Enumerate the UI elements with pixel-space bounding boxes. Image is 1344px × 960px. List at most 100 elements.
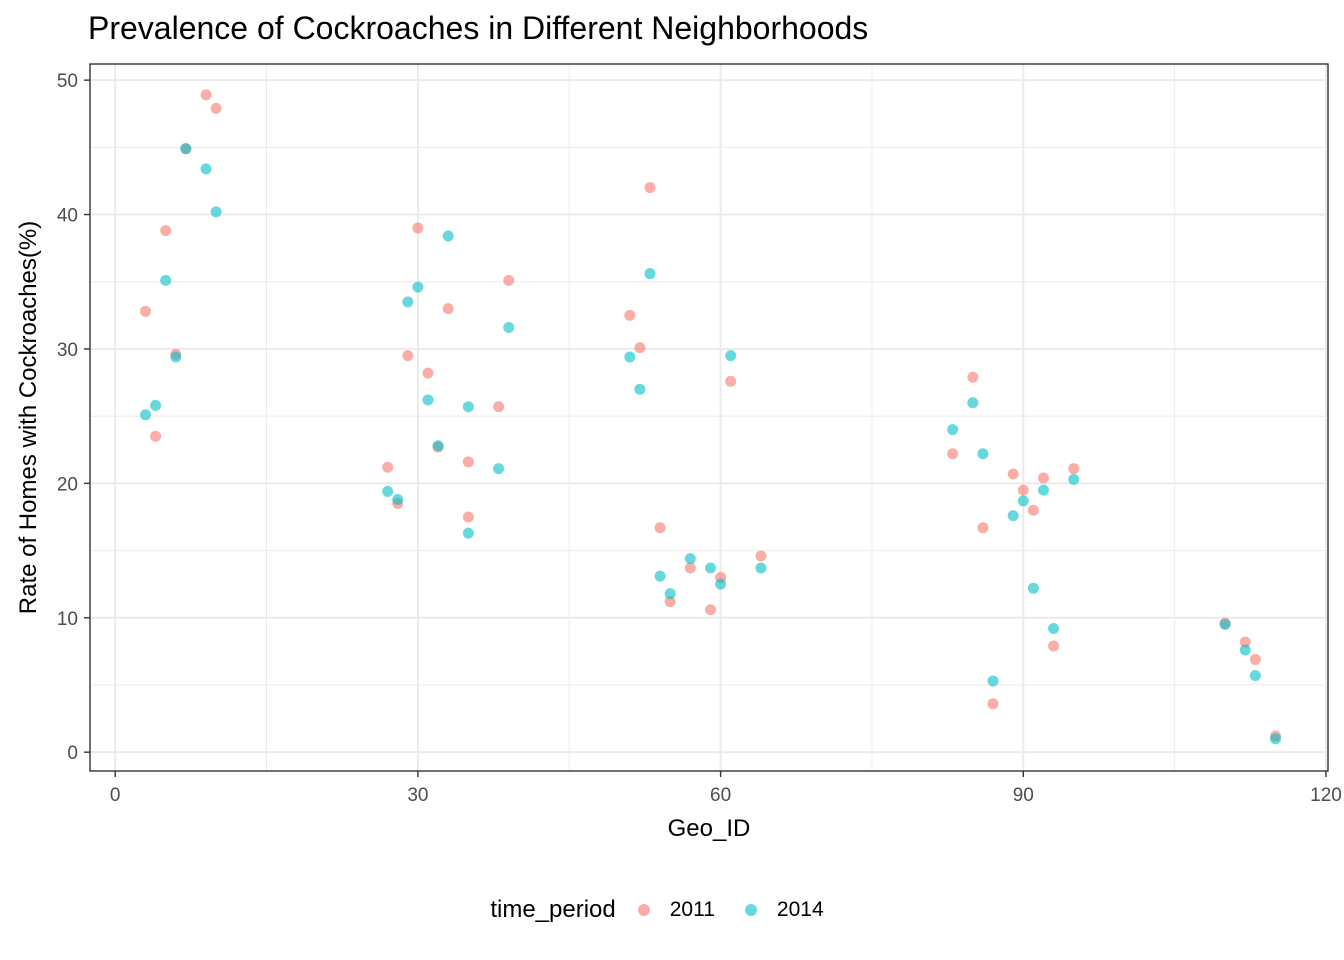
data-point-2014 (715, 578, 727, 590)
data-point-2014 (382, 485, 394, 497)
data-point-2011 (1249, 653, 1261, 665)
data-point-2014 (684, 553, 696, 565)
data-point-2011 (947, 448, 959, 460)
data-point-2014 (170, 351, 182, 363)
data-point-2014 (1017, 495, 1029, 507)
y-tick-label: 0 (67, 743, 78, 764)
data-point-2014 (664, 588, 676, 600)
data-point-2011 (967, 371, 979, 383)
data-point-2014 (1007, 510, 1019, 522)
data-point-2011 (1239, 636, 1251, 648)
legend-item-2011: 2011 (637, 898, 715, 922)
data-point-2011 (412, 222, 424, 234)
x-tick-label: 120 (1310, 785, 1342, 806)
x-tick-label: 0 (110, 785, 121, 806)
data-point-2014 (624, 351, 636, 363)
data-point-2014 (150, 399, 162, 411)
data-point-2011 (1037, 472, 1049, 484)
data-point-2014 (987, 675, 999, 687)
data-point-2011 (644, 182, 656, 194)
data-point-2014 (947, 424, 959, 436)
y-tick-label: 20 (57, 474, 78, 495)
legend: time_period 2011 2014 (0, 892, 1344, 928)
data-point-2014 (412, 281, 424, 293)
data-point-2014 (1027, 582, 1039, 594)
data-point-2014 (1048, 623, 1060, 635)
data-point-2011 (139, 305, 151, 317)
y-tick-label: 40 (57, 206, 78, 227)
data-point-2014 (180, 143, 192, 155)
legend-item-2014: 2014 (744, 898, 824, 922)
data-point-2011 (987, 698, 999, 710)
x-tick-label: 30 (407, 785, 428, 806)
data-point-2011 (200, 89, 212, 101)
data-point-2014 (654, 570, 666, 582)
data-point-2014 (392, 493, 404, 505)
data-point-2014 (139, 409, 151, 421)
data-point-2014 (644, 268, 656, 280)
data-point-2011 (684, 562, 696, 574)
data-point-2014 (1037, 484, 1049, 496)
panel-border (89, 63, 1329, 772)
data-point-2011 (634, 342, 646, 354)
data-point-2014 (634, 383, 646, 395)
data-point-2011 (160, 225, 172, 237)
data-point-2011 (442, 303, 454, 315)
data-point-2011 (493, 401, 505, 413)
data-point-2011 (1048, 640, 1060, 652)
legend-key-2011 (637, 904, 650, 916)
data-point-2014 (422, 394, 434, 406)
data-point-2014 (1249, 670, 1261, 682)
data-point-2014 (503, 321, 515, 333)
y-tick-label: 30 (57, 340, 78, 361)
data-point-2014 (705, 562, 717, 574)
data-point-2014 (755, 562, 767, 574)
x-tick-label: 90 (1013, 785, 1034, 806)
data-point-2014 (1219, 618, 1231, 630)
data-point-2011 (1007, 468, 1019, 480)
data-point-2011 (1027, 504, 1039, 516)
data-point-2014 (1239, 644, 1251, 656)
legend-label-2014: 2014 (776, 898, 824, 921)
data-point-2011 (382, 461, 394, 473)
legend-label-2011: 2011 (669, 898, 715, 921)
x-axis-label: Geo_ID (668, 815, 751, 842)
data-point-2014 (977, 448, 989, 460)
data-point-2014 (402, 296, 414, 308)
data-point-2014 (442, 230, 454, 242)
data-point-2014 (200, 163, 212, 175)
data-point-2011 (462, 456, 474, 468)
data-point-2014 (725, 350, 737, 362)
data-point-2011 (755, 550, 767, 562)
data-point-2011 (402, 350, 414, 362)
data-point-2014 (967, 397, 979, 409)
data-point-2011 (422, 367, 434, 379)
data-point-2014 (210, 206, 222, 218)
data-point-2014 (1068, 473, 1080, 485)
legend-title: time_period (490, 896, 616, 923)
data-point-2011 (654, 522, 666, 534)
data-point-2011 (664, 596, 676, 608)
x-tick-label: 60 (710, 785, 731, 806)
data-point-2011 (503, 274, 515, 286)
y-axis-label: Rate of Homes with Cockroaches(%) (15, 221, 42, 614)
data-point-2014 (1270, 733, 1282, 745)
data-point-2011 (462, 511, 474, 523)
legend-key-2014 (744, 904, 757, 916)
data-point-2011 (210, 102, 222, 114)
chart-title: Prevalence of Cockroaches in Different N… (88, 10, 869, 46)
data-point-2014 (462, 401, 474, 413)
data-point-2011 (725, 375, 737, 387)
data-point-2011 (150, 430, 162, 442)
data-point-2014 (160, 274, 172, 286)
data-point-2011 (1068, 463, 1080, 475)
data-point-2011 (977, 522, 989, 534)
data-point-2011 (624, 309, 636, 321)
data-point-2011 (1017, 484, 1029, 496)
y-tick-label: 10 (57, 609, 78, 630)
data-point-2014 (493, 463, 505, 475)
data-point-2014 (462, 527, 474, 539)
data-point-2014 (432, 440, 444, 452)
y-tick-label: 50 (57, 71, 78, 92)
